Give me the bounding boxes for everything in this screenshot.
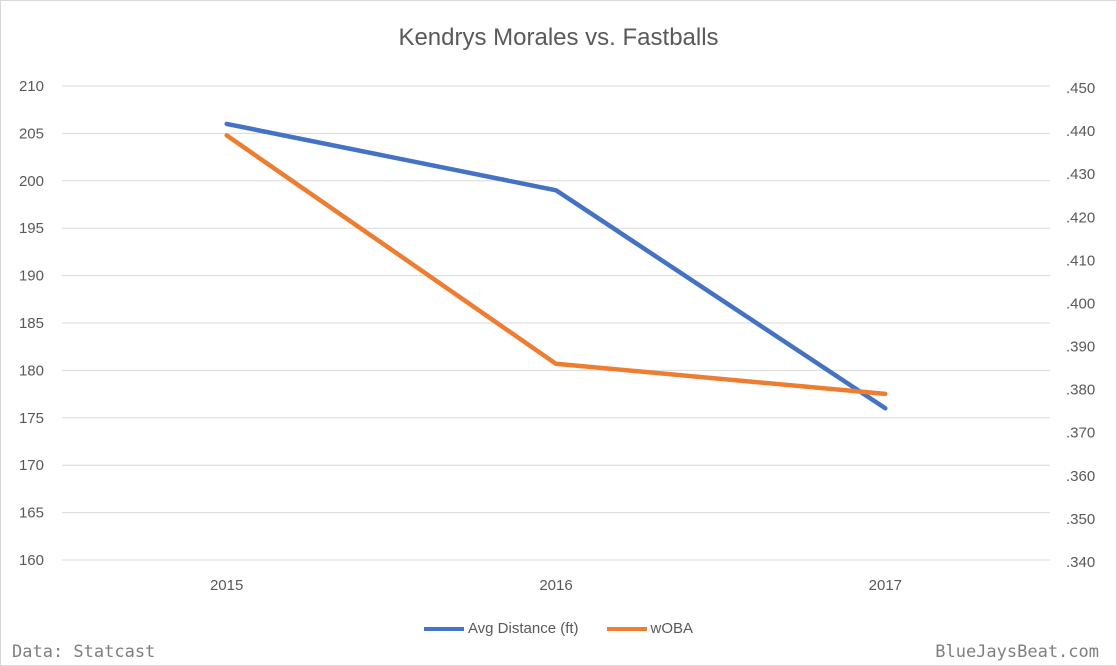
legend-label-woba: wOBA (650, 620, 694, 637)
right-tick-label: .350 (1066, 511, 1095, 528)
x-tick-label: 2017 (869, 577, 902, 594)
x-tick-label: 2016 (539, 577, 572, 594)
x-axis-ticks: 2015 2016 2017 (210, 577, 902, 594)
left-tick-label: 200 (19, 173, 44, 190)
left-tick-label: 160 (19, 552, 44, 569)
right-tick-label: .420 (1066, 209, 1095, 226)
source-note: Data: Statcast (12, 642, 156, 662)
chart-title: Kendrys Morales vs. Fastballs (398, 24, 719, 51)
right-tick-label: .450 (1066, 80, 1095, 97)
right-tick-label: .400 (1066, 295, 1095, 312)
right-tick-label: .380 (1066, 382, 1095, 399)
legend-swatch-blue (423, 626, 464, 631)
right-tick-label: .370 (1066, 425, 1095, 442)
left-tick-label: 210 (19, 78, 44, 95)
series-line-avg-distance (224, 121, 888, 411)
legend: Avg Distance (ft) wOBA (0, 620, 1117, 637)
left-tick-label: 180 (19, 362, 44, 379)
right-tick-label: .390 (1066, 339, 1095, 356)
x-tick-label: 2015 (210, 577, 243, 594)
left-axis-ticks: 210 205 200 195 190 185 180 175 170 165 160 (19, 78, 44, 569)
gridlines (62, 85, 1050, 561)
left-tick-label: 205 (19, 125, 44, 142)
right-tick-label: .360 (1066, 468, 1095, 485)
left-tick-label: 190 (19, 268, 44, 285)
legend-swatch-orange (606, 626, 647, 631)
left-tick-label: 195 (19, 220, 44, 237)
left-tick-label: 175 (19, 410, 44, 427)
right-axis-ticks: .450 .440 .430 .420 .410 .400 .390 .380 .370 .360… (1066, 80, 1095, 571)
legend-label-avg-distance: Avg Distance (ft) (467, 620, 579, 637)
left-tick-label: 170 (19, 457, 44, 474)
right-tick-label: .340 (1066, 554, 1095, 571)
legend-item-woba: wOBA (606, 620, 694, 637)
right-tick-label: .430 (1066, 166, 1095, 183)
left-tick-label: 165 (19, 505, 44, 522)
right-tick-label: .440 (1066, 123, 1095, 140)
left-tick-label: 185 (19, 315, 44, 332)
site-credit: BlueJaysBeat.com (935, 642, 1099, 662)
series-line-woba (224, 133, 888, 397)
right-tick-label: .410 (1066, 252, 1095, 269)
legend-item-avg-distance: Avg Distance (ft) (423, 620, 579, 637)
series-lines (224, 121, 888, 411)
